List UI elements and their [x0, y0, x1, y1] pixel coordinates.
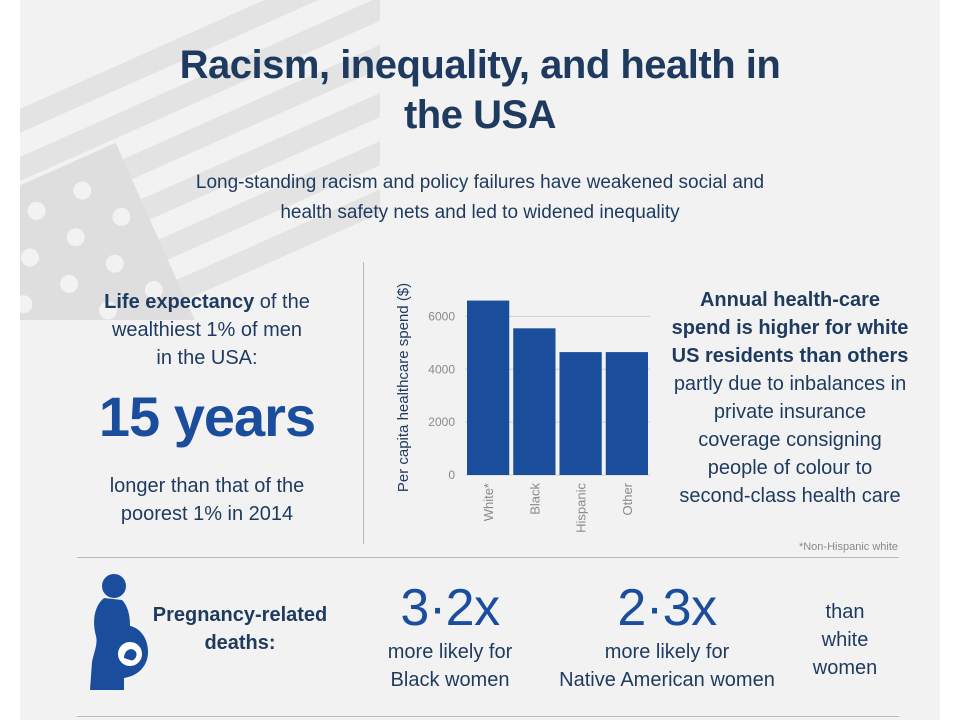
bar-black	[513, 328, 556, 475]
us-flag-watermark	[20, 0, 380, 320]
infographic-panel: Racism, inequality, and health in the US…	[20, 0, 940, 720]
life-expectancy-line-5: poorest 1% in 2014	[120, 503, 294, 525]
horizontal-divider-bottom	[77, 716, 899, 717]
chart-svg: 0 2000 4000 6000 Per capita healthcare spend…	[395, 283, 650, 533]
life-expectancy-years: 15 years	[98, 385, 316, 448]
y-axis-label: Per capita healthcare spend ($)	[395, 283, 412, 492]
bar-hispanic	[559, 352, 602, 475]
stat-black-line-1: more likely for	[387, 641, 513, 663]
horizontal-divider-top	[77, 557, 899, 558]
bar-other	[605, 352, 648, 475]
bar-white	[467, 300, 510, 475]
life-expectancy-line-2: wealthiest 1% of men	[111, 319, 303, 341]
x-tick-label: Black	[527, 483, 542, 515]
title-line-2: the USA	[403, 93, 557, 137]
than-line-3: women	[812, 657, 878, 679]
x-tick-label: White*	[481, 483, 496, 521]
life-expectancy-block: Life expectancy of the wealthiest 1% of …	[82, 288, 332, 528]
page-title: Racism, inequality, and health in the US…	[20, 40, 940, 140]
healthcare-spend-chart: 0 2000 4000 6000 Per capita healthcare spend…	[370, 270, 670, 550]
footnote: *Non-Hispanic white	[798, 541, 898, 553]
stat-native-american-women: 2·3x more likely for Native American wom…	[532, 578, 802, 694]
stat-black-women: 3·2x more likely for Black women	[360, 578, 540, 694]
life-expectancy-intro: Life expectancy of the wealthiest 1% of …	[82, 288, 332, 372]
spend-line-4: people of colour to	[707, 457, 873, 479]
than-line-2: white	[821, 629, 869, 651]
life-expectancy-outro: longer than that of the poorest 1% in 20…	[82, 472, 332, 528]
vertical-divider	[363, 262, 364, 544]
spend-line-5: second-class health care	[679, 485, 901, 507]
life-expectancy-line-4: longer than that of the	[109, 475, 305, 497]
stat-black-number: 3·2x	[400, 579, 500, 637]
stat-native-number: 2·3x	[617, 579, 717, 637]
pregnant-woman-icon	[90, 574, 148, 690]
stat-native-line-1: more likely for	[604, 641, 730, 663]
y-tick-label: 4000	[428, 362, 455, 376]
pregnancy-label-line-2: deaths:	[204, 632, 276, 654]
y-tick-label: 0	[448, 468, 455, 482]
than-white-women: than white women	[805, 598, 885, 682]
pregnancy-label-line-1: Pregnancy-related	[152, 604, 328, 626]
y-tick-label: 6000	[428, 309, 455, 323]
life-expectancy-rest: of the	[254, 291, 310, 313]
spend-bold-line-1: Annual health-care	[699, 289, 881, 311]
spend-bold-line-3: US residents than others	[671, 345, 909, 367]
spend-line-2: private insurance	[713, 401, 867, 423]
subtitle-line-1: Long-standing racism and policy failures…	[195, 172, 765, 193]
life-expectancy-line-3: in the USA:	[156, 347, 258, 369]
stat-black-line-2: Black women	[390, 669, 510, 691]
title-line-1: Racism, inequality, and health in	[179, 43, 781, 87]
stat-native-line-2: Native American women	[559, 669, 775, 691]
spend-line-3: coverage consigning	[698, 429, 882, 451]
subtitle: Long-standing racism and policy failures…	[20, 168, 940, 228]
pregnancy-label: Pregnancy-related deaths:	[150, 601, 330, 657]
y-tick-label: 2000	[428, 415, 455, 429]
x-tick-label: Other	[620, 482, 635, 515]
life-expectancy-bold: Life expectancy	[104, 291, 255, 313]
spend-line-1: partly due to inbalances in	[673, 373, 907, 395]
spend-bold-line-2: spend is higher for white	[671, 317, 909, 339]
spend-text-block: Annual health-care spend is higher for w…	[652, 286, 928, 510]
x-tick-label: Hispanic	[574, 483, 589, 533]
subtitle-line-2: health safety nets and led to widened in…	[280, 202, 680, 223]
than-line-1: than	[825, 601, 865, 623]
